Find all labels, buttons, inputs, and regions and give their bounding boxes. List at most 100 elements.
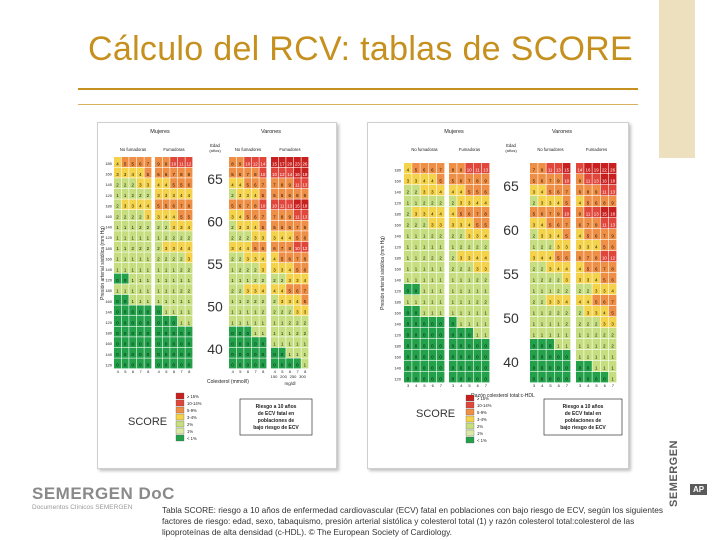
risk-value: 6 [579, 223, 582, 228]
risk-value: 1 [549, 322, 552, 327]
risk-cell [177, 210, 185, 220]
risk-cell [449, 284, 457, 295]
risk-cell [129, 157, 137, 167]
risk-cell [473, 174, 482, 185]
risk-cell [162, 263, 170, 273]
risk-cell [404, 240, 412, 251]
risk-value: 19 [302, 172, 307, 177]
risk-value: 5 [231, 172, 234, 177]
risk-cell [278, 273, 286, 284]
risk-cell [129, 358, 137, 369]
age-label: 40 [207, 341, 223, 357]
risk-value: 5 [180, 214, 183, 219]
risk-value: 6 [239, 172, 242, 177]
risk-cell [121, 188, 129, 199]
risk-value: 10 [171, 161, 176, 166]
risk-value: 4 [139, 172, 142, 177]
risk-value: 13 [594, 212, 599, 217]
risk-value: 6 [254, 182, 257, 187]
risk-cell [278, 326, 286, 337]
risk-cell [244, 284, 252, 295]
risk-value: 0 [468, 333, 471, 338]
risk-value: 0 [231, 341, 234, 346]
risk-value: 1 [415, 300, 418, 305]
age-label: 65 [207, 171, 223, 187]
risk-cell [170, 210, 178, 220]
risk-value: 0 [124, 363, 127, 368]
risk-cell [301, 157, 309, 167]
risk-cell [538, 328, 546, 339]
risk-value: 0 [423, 355, 426, 360]
risk-cell [473, 251, 482, 262]
risk-cell [177, 167, 185, 178]
risk-value: 2 [557, 289, 560, 294]
risk-value: 4 [116, 161, 119, 166]
risk-value: 1 [139, 278, 142, 283]
risk-cell [412, 251, 420, 262]
risk-value: 0 [407, 344, 410, 349]
risk-cell [162, 316, 170, 326]
x-tick-label: 5 [549, 383, 552, 388]
risk-value: 0 [124, 320, 127, 325]
risk-value: 3 [415, 212, 418, 217]
x-tick-label: 4 [587, 383, 590, 388]
risk-value: 2 [139, 246, 142, 251]
risk-value: 2 [262, 278, 265, 283]
risk-value: 0 [407, 333, 410, 338]
risk-value: 5 [468, 190, 471, 195]
risk-cell [428, 328, 437, 339]
risk-cell [144, 199, 152, 210]
risk-value: 0 [452, 377, 455, 382]
risk-cell [162, 347, 170, 358]
risk-value: 1 [595, 355, 598, 360]
risk-value: 0 [239, 341, 242, 346]
risk-value: 4 [239, 246, 242, 251]
risk-value: 0 [431, 366, 434, 371]
risk-value: 1 [246, 310, 249, 315]
risk-cell [271, 263, 278, 273]
risk-value: 1 [273, 341, 276, 346]
risk-value: 11 [280, 204, 285, 209]
risk-value: 2 [452, 267, 455, 272]
risk-value: 3 [460, 223, 463, 228]
risk-cell [114, 358, 121, 369]
risk-cell [259, 167, 267, 178]
risk-cell [236, 337, 244, 348]
risk-cell [114, 188, 121, 199]
sbp-label: 140 [105, 309, 112, 314]
risk-value: 1 [468, 289, 471, 294]
risk-cell [162, 199, 170, 210]
risk-value: 3 [116, 172, 119, 177]
risk-cell [121, 305, 129, 316]
risk-cell [584, 295, 592, 306]
risk-cell [244, 252, 252, 263]
risk-value: 5 [587, 267, 590, 272]
risk-value: 3 [172, 193, 175, 198]
risk-cell [546, 339, 554, 350]
risk-cell [185, 305, 193, 316]
risk-value: 5 [587, 201, 590, 206]
risk-value: 5 [587, 234, 590, 239]
sbp-label: 160 [105, 214, 112, 219]
risk-cell [114, 252, 121, 263]
risk-value: 4 [231, 182, 234, 187]
risk-cell [608, 196, 617, 207]
risk-value: 1 [165, 278, 168, 283]
risk-cell [278, 210, 286, 220]
risk-cell [244, 316, 252, 326]
risk-cell [114, 231, 121, 242]
risk-value: 17 [280, 161, 285, 166]
risk-cell [562, 185, 571, 196]
risk-value: 15 [602, 212, 607, 217]
risk-value: 2 [533, 267, 536, 272]
sbp-label: 180 [394, 167, 401, 172]
risk-cell [592, 339, 600, 350]
sex-header-women: Mujeres [150, 129, 170, 135]
risk-value: 1 [533, 333, 536, 338]
risk-value: 7 [172, 172, 175, 177]
x-tick-label: 4 [415, 383, 418, 388]
risk-value: 0 [452, 322, 455, 327]
risk-value: 1 [131, 288, 134, 293]
risk-cell [271, 273, 278, 284]
risk-value: 5 [533, 179, 536, 184]
